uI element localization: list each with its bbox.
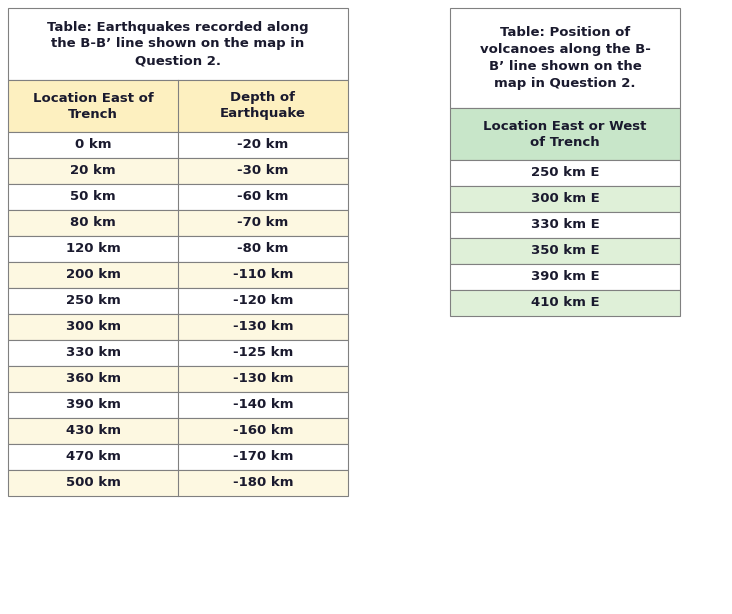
- Bar: [8, 392, 348, 418]
- Text: 360 km: 360 km: [65, 373, 121, 386]
- Bar: [8, 80, 348, 132]
- Text: -160 km: -160 km: [233, 424, 294, 438]
- Bar: [8, 314, 348, 340]
- Text: 250 km: 250 km: [66, 295, 120, 308]
- Text: 390 km: 390 km: [66, 398, 121, 411]
- Bar: [8, 262, 348, 288]
- Bar: [450, 160, 680, 186]
- Text: -130 km: -130 km: [233, 321, 294, 333]
- Bar: [8, 184, 348, 210]
- Text: 500 km: 500 km: [66, 476, 121, 489]
- Text: 0 km: 0 km: [75, 139, 111, 152]
- Text: -80 km: -80 km: [237, 243, 288, 255]
- Text: 330 km: 330 km: [65, 346, 121, 360]
- Bar: [8, 158, 348, 184]
- Text: 250 km E: 250 km E: [531, 166, 600, 179]
- Bar: [450, 186, 680, 212]
- Bar: [450, 8, 680, 108]
- Text: -180 km: -180 km: [233, 476, 294, 489]
- Text: -110 km: -110 km: [233, 268, 294, 281]
- Bar: [8, 418, 348, 444]
- Text: 390 km E: 390 km E: [531, 271, 600, 284]
- Text: 20 km: 20 km: [70, 165, 116, 177]
- Text: 50 km: 50 km: [70, 190, 116, 203]
- Text: 410 km E: 410 km E: [531, 297, 600, 309]
- Text: 300 km: 300 km: [65, 321, 121, 333]
- Text: 470 km: 470 km: [66, 451, 121, 464]
- Bar: [8, 470, 348, 496]
- Text: Table: Position of
volcanoes along the B-
B’ line shown on the
map in Question 2: Table: Position of volcanoes along the B…: [479, 26, 651, 90]
- Text: 80 km: 80 km: [70, 217, 116, 230]
- Text: -125 km: -125 km: [233, 346, 293, 360]
- Text: -140 km: -140 km: [233, 398, 294, 411]
- Bar: [8, 444, 348, 470]
- Text: 330 km E: 330 km E: [531, 219, 600, 231]
- Text: Table: Earthquakes recorded along
the B-B’ line shown on the map in
Question 2.: Table: Earthquakes recorded along the B-…: [47, 20, 309, 68]
- Bar: [8, 132, 348, 158]
- Text: -170 km: -170 km: [233, 451, 294, 464]
- Text: 200 km: 200 km: [66, 268, 121, 281]
- Bar: [8, 236, 348, 262]
- Text: -60 km: -60 km: [237, 190, 288, 203]
- Text: -120 km: -120 km: [233, 295, 294, 308]
- Bar: [450, 238, 680, 264]
- Text: -70 km: -70 km: [237, 217, 288, 230]
- Text: 350 km E: 350 km E: [531, 244, 600, 257]
- Bar: [450, 290, 680, 316]
- Text: Location East of
Trench: Location East of Trench: [33, 91, 154, 120]
- Bar: [8, 366, 348, 392]
- Text: 300 km E: 300 km E: [531, 193, 600, 206]
- Text: -130 km: -130 km: [233, 373, 294, 386]
- Bar: [450, 264, 680, 290]
- Text: -20 km: -20 km: [237, 139, 288, 152]
- Text: -30 km: -30 km: [237, 165, 288, 177]
- Bar: [8, 8, 348, 80]
- Bar: [8, 340, 348, 366]
- Text: 430 km: 430 km: [65, 424, 121, 438]
- Text: Depth of
Earthquake: Depth of Earthquake: [220, 91, 306, 120]
- Text: Location East or West
of Trench: Location East or West of Trench: [483, 120, 646, 149]
- Bar: [450, 212, 680, 238]
- Text: 120 km: 120 km: [66, 243, 120, 255]
- Bar: [8, 288, 348, 314]
- Bar: [450, 108, 680, 160]
- Bar: [8, 210, 348, 236]
